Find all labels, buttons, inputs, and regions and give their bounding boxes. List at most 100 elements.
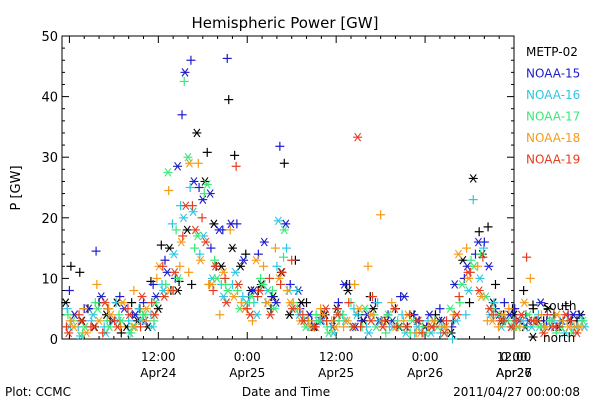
north-point bbox=[273, 216, 283, 226]
south-point bbox=[478, 252, 488, 262]
legend-plus-symbol bbox=[528, 300, 538, 310]
legend-entry-noaa-16: NOAA-16 bbox=[526, 88, 580, 102]
south-point bbox=[197, 213, 207, 223]
south-point bbox=[455, 298, 465, 308]
north-point bbox=[339, 280, 349, 289]
south-point bbox=[194, 183, 204, 192]
x-axis-label: Date and Time bbox=[242, 385, 330, 399]
north-point bbox=[519, 298, 529, 307]
south-point bbox=[233, 286, 243, 296]
x-tick-date-label: Apr26 bbox=[407, 366, 443, 380]
north-point bbox=[277, 268, 287, 277]
north-point bbox=[543, 304, 553, 314]
north-point bbox=[475, 274, 485, 283]
south-point bbox=[363, 261, 373, 271]
y-tick-label: 40 bbox=[41, 91, 58, 106]
south-point bbox=[267, 286, 277, 296]
series-metp-02 bbox=[61, 95, 586, 338]
north-point bbox=[285, 298, 295, 307]
south-point bbox=[190, 243, 200, 253]
south-point bbox=[272, 261, 282, 271]
north-point bbox=[476, 292, 486, 301]
north-point bbox=[113, 322, 123, 332]
south-point bbox=[499, 298, 509, 308]
x-tick-time-label: 0:00 bbox=[501, 350, 528, 364]
south-point bbox=[489, 298, 499, 308]
north-point bbox=[348, 322, 358, 332]
south-point bbox=[136, 322, 146, 332]
north-point bbox=[299, 316, 309, 326]
north-point bbox=[226, 219, 236, 229]
north-point bbox=[539, 328, 549, 338]
north-point bbox=[124, 310, 134, 320]
north-point bbox=[506, 322, 516, 332]
north-point bbox=[463, 268, 473, 277]
north-point bbox=[484, 261, 494, 271]
south-point bbox=[367, 292, 377, 302]
south-point bbox=[339, 322, 349, 332]
north-point bbox=[399, 292, 409, 301]
south-point bbox=[65, 316, 75, 326]
north-point bbox=[474, 286, 484, 295]
south-point bbox=[161, 279, 171, 289]
north-point bbox=[485, 304, 495, 314]
south-point bbox=[75, 267, 85, 277]
south-point bbox=[187, 279, 197, 289]
south-point bbox=[63, 310, 73, 320]
legend-south-label: south bbox=[543, 299, 577, 313]
south-point bbox=[238, 292, 248, 302]
south-point bbox=[64, 286, 74, 296]
north-point bbox=[488, 316, 498, 326]
x-tick-time-label: 0:00 bbox=[234, 350, 261, 364]
north-point bbox=[354, 304, 364, 314]
north-point bbox=[89, 322, 99, 332]
north-point bbox=[319, 310, 329, 320]
south-point bbox=[279, 158, 289, 168]
south-point bbox=[442, 316, 452, 326]
south-point bbox=[167, 219, 177, 229]
north-point bbox=[528, 316, 538, 326]
north-point bbox=[439, 328, 449, 338]
north-point bbox=[245, 310, 255, 320]
south-point bbox=[565, 316, 575, 326]
y-axis-label: P [GW] bbox=[9, 165, 24, 210]
legend: METP-02 NOAA-15 NOAA-16 NOAA-17 NOAA-18 NOAA-… bbox=[526, 45, 580, 345]
north-point bbox=[464, 286, 474, 295]
south-point bbox=[259, 261, 269, 271]
north-point bbox=[202, 180, 212, 189]
south-point bbox=[322, 322, 332, 332]
north-point bbox=[343, 286, 353, 295]
north-point bbox=[198, 195, 208, 204]
north-point bbox=[324, 328, 334, 338]
north-point bbox=[541, 322, 551, 332]
y-tick-label: 30 bbox=[41, 151, 58, 166]
north-point bbox=[572, 328, 582, 338]
north-point bbox=[223, 286, 233, 295]
south-point bbox=[417, 328, 427, 338]
north-point bbox=[170, 268, 180, 277]
north-point bbox=[364, 328, 374, 338]
north-point bbox=[190, 225, 200, 235]
north-point bbox=[281, 219, 291, 229]
north-point bbox=[321, 304, 331, 314]
south-point bbox=[177, 110, 187, 120]
north-point bbox=[106, 310, 116, 320]
north-point bbox=[96, 292, 106, 301]
south-point bbox=[298, 310, 308, 320]
north-point bbox=[182, 225, 192, 235]
north-point bbox=[428, 316, 438, 326]
x-tick-date-label: Apr24 bbox=[140, 366, 176, 380]
north-point bbox=[575, 322, 585, 332]
y-tick-label: 0 bbox=[50, 333, 58, 348]
north-point bbox=[189, 177, 199, 186]
south-point bbox=[168, 286, 178, 296]
north-point bbox=[390, 304, 400, 314]
south-point bbox=[98, 328, 108, 338]
south-point bbox=[208, 286, 218, 296]
south-point bbox=[483, 222, 493, 232]
north-point bbox=[452, 310, 462, 320]
south-point bbox=[149, 316, 159, 326]
north-point bbox=[271, 298, 281, 307]
north-point bbox=[427, 322, 437, 332]
south-point bbox=[551, 328, 561, 338]
